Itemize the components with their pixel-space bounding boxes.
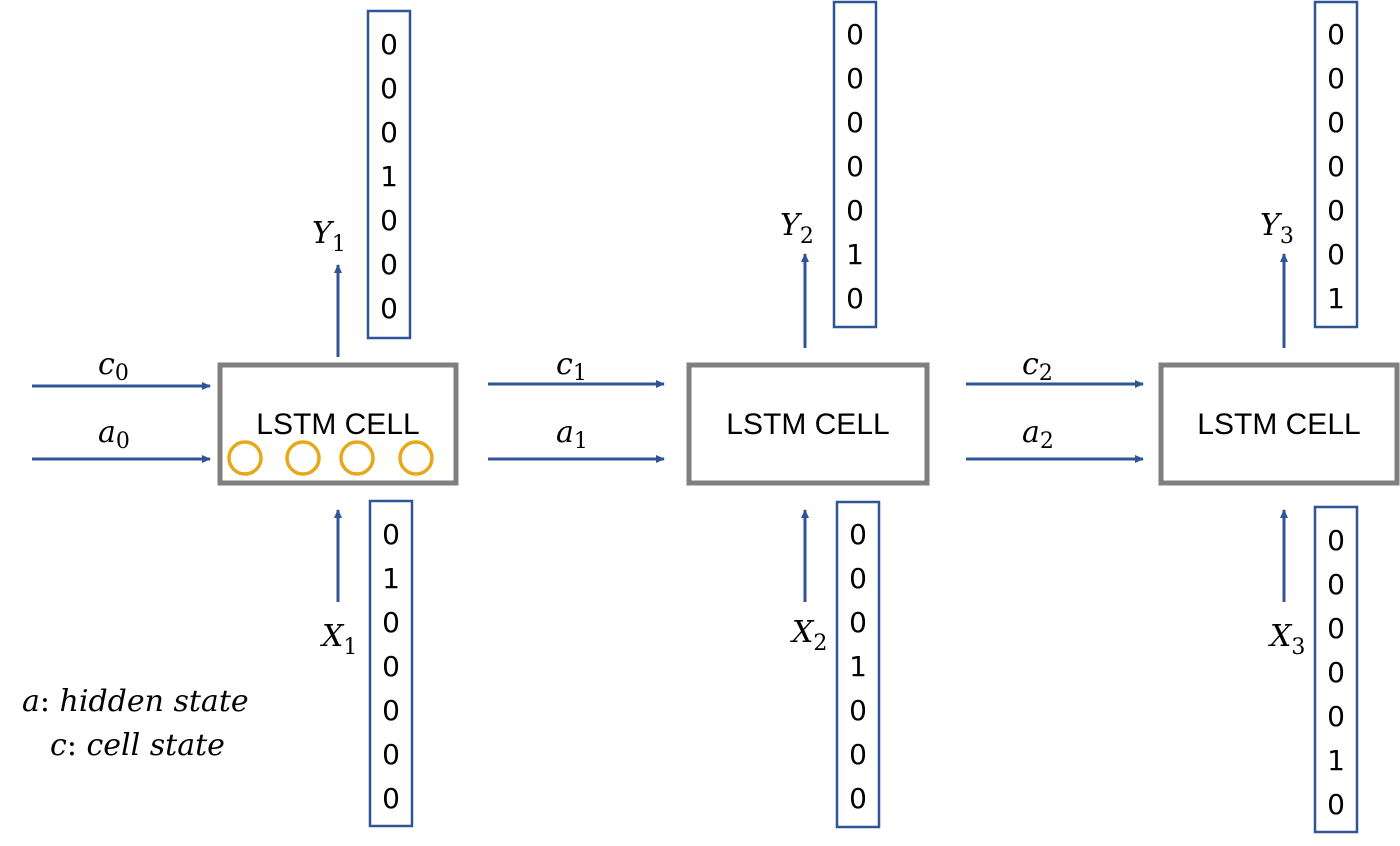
legend-description: hidden state — [60, 684, 249, 719]
legend-hidden-state: a: hidden state — [22, 684, 249, 719]
output-vector-2-digit: 0 — [846, 106, 864, 139]
output-vector-3-digit: 1 — [1327, 282, 1345, 315]
output-vector-box-2 — [832, 0, 878, 329]
input-label-3: X3 — [1268, 619, 1305, 660]
input-vector-1-digit: 0 — [382, 694, 400, 727]
lstm-cell-2: LSTM CELL Y2 0 0 0 0 0 1 0 X2 0 0 0 1 0 … — [686, 0, 930, 829]
input-vector-2-digit: 0 — [849, 562, 867, 595]
legend-symbol: a — [22, 684, 40, 719]
hidden-state-label-2: a2 — [1022, 415, 1054, 454]
legend-cell-state: c: cell state — [50, 728, 225, 763]
connection-2: c2 a2 — [966, 347, 1144, 463]
output-vector-3-digit: 0 — [1327, 18, 1345, 51]
input-vector-1-digit: 0 — [382, 650, 400, 683]
output-label-1: Y1 — [312, 216, 346, 257]
input-vector-3-digit: 1 — [1327, 744, 1345, 777]
gate-circle-3 — [339, 440, 375, 476]
output-vector-1-digit: 0 — [380, 292, 398, 325]
output-vector-2-digit: 0 — [846, 194, 864, 227]
input-vector-1: 0 1 0 0 0 0 0 — [368, 499, 414, 828]
input-vector-box-1 — [368, 499, 414, 828]
output-vector-3-digit: 0 — [1327, 62, 1345, 95]
output-vector-2-digit: 0 — [846, 62, 864, 95]
lstm-cell-1: LSTM CELL Y1 0 0 0 1 0 0 0 X1 0 1 0 0 0 … — [217, 9, 459, 828]
input-vector-1-digit: 0 — [382, 738, 400, 771]
hidden-state-label-0: a0 — [98, 415, 130, 454]
output-vector-2-digit: 0 — [846, 18, 864, 51]
output-vector-1: 0 0 0 1 0 0 0 — [366, 9, 412, 340]
input-vector-2-digit: 0 — [849, 518, 867, 551]
lstm-cell-label-1: LSTM CELL — [256, 408, 419, 441]
gate-circle-4 — [398, 440, 434, 476]
connection-0: c0 a0 — [32, 347, 211, 463]
input-vector-1-digit: 0 — [382, 606, 400, 639]
cell-state-label-2: c2 — [1022, 347, 1053, 386]
cell-state-label-1: c1 — [556, 347, 587, 386]
output-vector-3-digit: 0 — [1327, 150, 1345, 183]
lstm-cell-box-2 — [686, 362, 930, 486]
input-vector-1-digit: 0 — [382, 782, 400, 815]
input-vector-box-2 — [835, 500, 881, 829]
input-vector-2-digit: 0 — [849, 738, 867, 771]
output-label-2: Y2 — [780, 208, 814, 249]
legend-description: cell state — [86, 728, 224, 763]
legend-symbol: c — [50, 728, 67, 763]
input-vector-2-digit: 0 — [849, 606, 867, 639]
input-vector-2: 0 0 0 1 0 0 0 — [835, 500, 881, 829]
output-vector-2: 0 0 0 0 0 1 0 — [832, 0, 878, 329]
output-vector-2-digit: 0 — [846, 282, 864, 315]
gate-circle-2 — [285, 440, 321, 476]
output-label-3: Y3 — [1260, 208, 1294, 249]
input-vector-2-digit: 0 — [849, 694, 867, 727]
input-vector-3-digit: 0 — [1327, 524, 1345, 557]
input-vector-1-digit: 0 — [382, 518, 400, 551]
output-vector-1-digit: 0 — [380, 204, 398, 237]
output-vector-box-3 — [1313, 0, 1359, 329]
input-vector-1-digit: 1 — [382, 562, 400, 595]
lstm-cell-label-2: LSTM CELL — [726, 408, 889, 441]
output-vector-2-digit: 1 — [846, 238, 864, 271]
output-vector-1-digit: 0 — [380, 28, 398, 61]
input-vector-3-digit: 0 — [1327, 656, 1345, 689]
cell-state-label-0: c0 — [98, 347, 129, 386]
output-vector-2-digit: 0 — [846, 150, 864, 183]
output-vector-3-digit: 0 — [1327, 106, 1345, 139]
lstm-cell-box-3 — [1158, 362, 1400, 486]
input-vector-3-digit: 0 — [1327, 568, 1345, 601]
output-vector-1-digit: 1 — [380, 160, 398, 193]
output-vector-3-digit: 0 — [1327, 194, 1345, 227]
output-vector-1-digit: 0 — [380, 116, 398, 149]
gate-circle-1 — [227, 440, 263, 476]
output-vector-1-digit: 0 — [380, 72, 398, 105]
output-vector-3: 0 0 0 0 0 0 1 — [1313, 0, 1359, 329]
legend: a: hidden state c: cell state — [22, 684, 249, 763]
input-label-2: X2 — [790, 615, 827, 656]
lstm-cell-label-3: LSTM CELL — [1197, 408, 1360, 441]
hidden-state-label-1: a1 — [556, 415, 588, 454]
input-vector-2-digit: 1 — [849, 650, 867, 683]
output-vector-1-digit: 0 — [380, 248, 398, 281]
input-vector-3-digit: 0 — [1327, 700, 1345, 733]
input-label-1: X1 — [320, 619, 357, 660]
input-vector-2-digit: 0 — [849, 782, 867, 815]
output-vector-box-1 — [366, 9, 412, 340]
input-vector-3: 0 0 0 0 0 1 0 — [1313, 505, 1359, 834]
input-vector-box-3 — [1313, 505, 1359, 834]
connection-1: c1 a1 — [488, 347, 665, 463]
input-vector-3-digit: 0 — [1327, 788, 1345, 821]
output-vector-3-digit: 0 — [1327, 238, 1345, 271]
lstm-cell-3: LSTM CELL Y3 0 0 0 0 0 0 1 X3 0 0 0 0 0 … — [1158, 0, 1400, 834]
input-vector-3-digit: 0 — [1327, 612, 1345, 645]
